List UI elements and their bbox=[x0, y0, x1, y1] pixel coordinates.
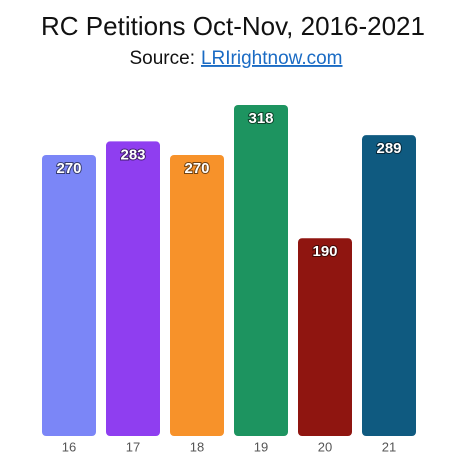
chart-title: RC Petitions Oct-Nov, 2016-2021 bbox=[41, 11, 425, 41]
bar bbox=[362, 135, 416, 436]
x-tick-label: 16 bbox=[62, 439, 76, 454]
bar bbox=[298, 238, 352, 436]
x-tick-label: 21 bbox=[382, 439, 396, 454]
bar bbox=[42, 154, 96, 436]
subtitle-text: Source: bbox=[130, 48, 195, 69]
x-tick-label: 19 bbox=[254, 439, 268, 454]
x-tick-label: 20 bbox=[318, 439, 332, 454]
bar bbox=[234, 105, 288, 436]
chart-subtitle: Source: LRIrightnow.com bbox=[130, 48, 343, 69]
x-tick-label: 17 bbox=[126, 439, 140, 454]
data-label: 318 bbox=[248, 110, 273, 127]
data-label: 270 bbox=[56, 160, 81, 177]
source-link[interactable]: LRIrightnow.com bbox=[201, 48, 343, 69]
bar bbox=[106, 141, 160, 436]
bar bbox=[170, 154, 224, 436]
data-label: 270 bbox=[184, 160, 209, 177]
data-label: 289 bbox=[376, 140, 401, 157]
data-label: 190 bbox=[312, 243, 337, 260]
data-label: 283 bbox=[120, 146, 145, 163]
x-tick-label: 18 bbox=[190, 439, 204, 454]
